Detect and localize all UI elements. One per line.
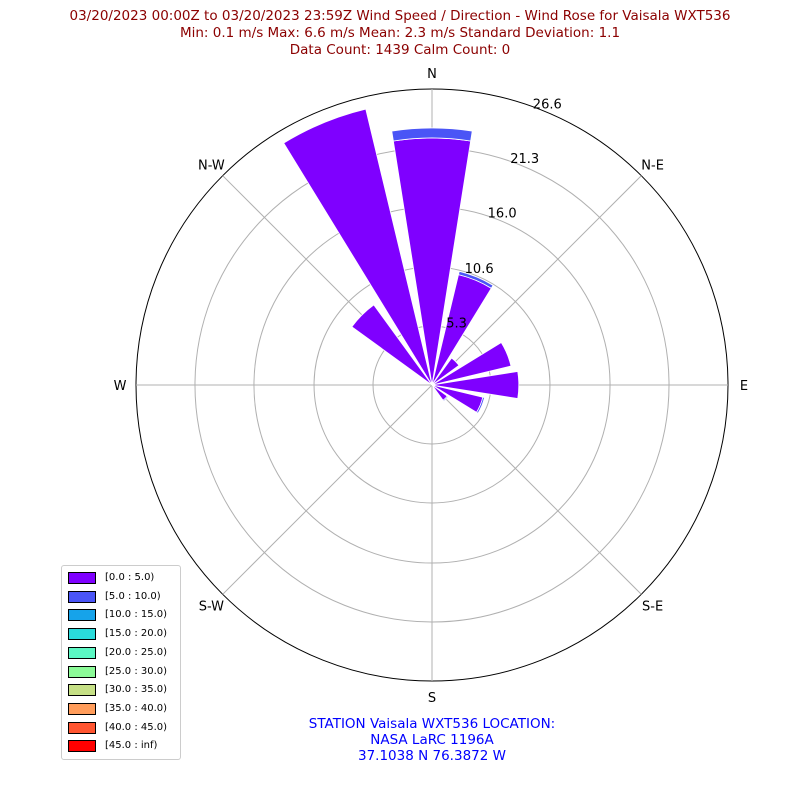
compass-label: N [427,67,437,82]
compass-label: E [740,379,748,394]
legend-swatch [68,665,96,678]
compass-label: S-E [642,600,663,615]
radial-tick-label: 21.3 [510,152,539,167]
legend-swatch [68,646,96,659]
station-line-3: 37.1038 N 76.3872 W [358,748,506,764]
legend-label: [10.0 : 15.0) [105,609,168,621]
chart-title-line-1: 03/20/2023 00:00Z to 03/20/2023 23:59Z W… [69,8,731,24]
legend-label: [20.0 : 25.0) [105,646,168,658]
radial-tick-label: 16.0 [488,207,517,222]
compass-label: S [428,691,436,706]
wind-rose-bars [283,108,520,414]
polar-labels: 5.3 10.6 16.0 21.3 26.6 N N-E E S-E S S-W W N-W [114,67,749,706]
wind-bar-n-bin-2 [391,127,473,142]
radial-tick-label: 26.6 [533,98,562,113]
legend: [0.0 : 5.0) [5.0 : 10.0) [10.0 : 15.0) [15.… [61,565,181,760]
wind-bar-nw-bin-1 [351,304,433,386]
legend-label: [35.0 : 40.0) [105,702,168,714]
legend-swatch [68,628,96,641]
compass-label: N-W [198,158,225,173]
legend-label: [5.0 : 10.0) [105,590,161,602]
wind-bar-nne-bin-2 [458,270,494,289]
legend-swatch [68,684,96,697]
legend-swatch [68,721,96,734]
compass-label: S-W [199,600,224,615]
chart-title-line-3: Data Count: 1439 Calm Count: 0 [289,42,511,58]
station-info: STATION Vaisala WXT536 LOCATION: NASA La… [232,716,632,764]
wind-bar-ese-bin-2 [476,396,485,414]
radial-tick-label: 10.6 [465,262,494,277]
legend-label: [40.0 : 45.0) [105,721,168,733]
legend-label: [30.0 : 35.0) [105,684,168,696]
compass-label: N-E [641,158,664,173]
wind-bar-e-bin-1 [431,370,520,400]
station-line-2: NASA LaRC 1196A [370,732,494,748]
legend-label: [45.0 : inf) [105,740,158,752]
wind-bar-ene-bin-1 [431,342,512,386]
legend-label: [15.0 : 20.0) [105,628,168,640]
polar-grid-spoke [431,175,642,386]
wind-bar-nnw-bin-1 [283,108,433,386]
legend-swatch [68,609,96,622]
wind-bar-ne-bin-1 [431,357,460,386]
legend-label: [0.0 : 5.0) [105,572,155,583]
polar-grid-spoke [222,384,433,595]
chart-title-line-2: Min: 0.1 m/s Max: 6.6 m/s Mean: 2.3 m/s … [179,25,621,41]
compass-label: W [114,379,127,394]
legend-swatch [68,702,96,715]
wind-bar-se-bin-2 [442,395,449,402]
legend-swatch [68,572,96,584]
polar-grid-spoke [431,384,642,595]
legend-swatch [68,590,96,603]
station-line-1: STATION Vaisala WXT536 LOCATION: [308,716,556,732]
legend-swatch [68,740,96,753]
radial-tick-label: 5.3 [446,317,467,332]
legend-label: [25.0 : 30.0) [105,665,168,677]
